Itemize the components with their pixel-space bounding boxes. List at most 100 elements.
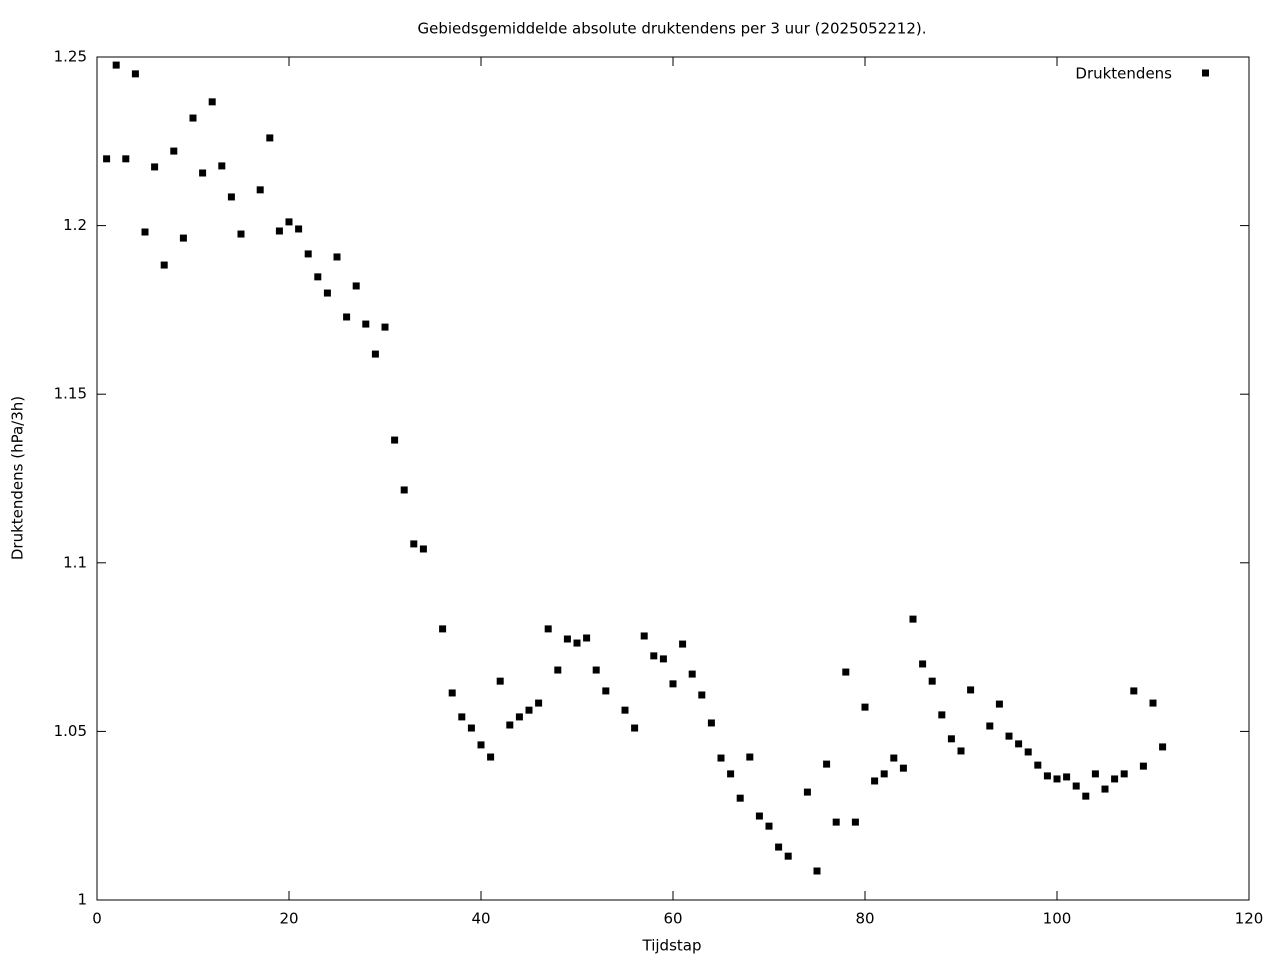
point	[813, 867, 821, 875]
legend-marker	[1202, 69, 1209, 77]
point	[266, 134, 274, 142]
point	[458, 713, 466, 721]
x-tick-label: 60	[663, 910, 682, 928]
y-tick-label: 1.15	[54, 385, 87, 403]
point	[1111, 775, 1119, 783]
point	[746, 753, 754, 761]
point	[717, 754, 725, 762]
point	[832, 818, 840, 826]
point	[1130, 687, 1138, 695]
point	[1149, 699, 1157, 707]
point	[304, 250, 312, 258]
point	[650, 652, 658, 660]
point	[967, 686, 975, 694]
point	[323, 289, 331, 297]
point	[995, 700, 1003, 708]
point	[736, 794, 744, 802]
point	[1015, 740, 1023, 748]
point	[938, 711, 946, 719]
point	[448, 689, 456, 697]
point	[727, 770, 735, 778]
point	[919, 660, 927, 668]
plot-frame	[96, 56, 1250, 901]
point	[899, 764, 907, 772]
point	[1034, 761, 1042, 769]
point	[544, 625, 552, 633]
point	[506, 721, 514, 729]
x-tick-label: 100	[1043, 910, 1072, 928]
point	[131, 70, 139, 78]
point	[419, 545, 427, 553]
point	[410, 540, 418, 548]
point	[400, 486, 408, 494]
y-tick-label: 1.2	[63, 216, 87, 234]
point	[928, 677, 936, 685]
point	[631, 724, 639, 732]
point	[707, 719, 715, 727]
point	[1120, 770, 1128, 778]
point	[592, 666, 600, 674]
point	[439, 625, 447, 633]
point	[314, 273, 322, 281]
point	[218, 162, 226, 170]
x-tick-label: 40	[471, 910, 490, 928]
point	[957, 747, 965, 755]
point	[1053, 775, 1061, 783]
point	[122, 155, 130, 163]
point	[659, 655, 667, 663]
point	[861, 703, 869, 711]
x-tick-label: 0	[92, 910, 102, 928]
point	[256, 186, 264, 194]
point	[352, 282, 360, 290]
chart-title: Gebiedsgemiddelde absolute druktendens p…	[417, 20, 926, 38]
point	[208, 98, 216, 106]
point	[487, 753, 495, 761]
point	[391, 436, 399, 444]
point	[1091, 770, 1099, 778]
y-axis-label: Druktendens (hPa/3h)	[9, 396, 27, 560]
point	[1063, 773, 1071, 781]
point	[554, 666, 562, 674]
point	[698, 691, 706, 699]
point	[477, 741, 485, 749]
point	[909, 615, 917, 623]
point	[1101, 785, 1109, 793]
point	[890, 754, 898, 762]
point	[179, 234, 187, 242]
point	[496, 677, 504, 685]
point	[515, 713, 523, 721]
point	[112, 61, 120, 69]
point	[525, 706, 533, 714]
point	[343, 313, 351, 321]
point	[170, 147, 178, 155]
point	[103, 155, 111, 163]
y-tick-label: 1.1	[63, 553, 87, 571]
point	[227, 193, 235, 201]
point	[1024, 748, 1032, 756]
x-tick-label: 80	[855, 910, 874, 928]
point	[573, 639, 581, 647]
point	[285, 218, 293, 226]
point	[583, 634, 591, 642]
point	[275, 227, 283, 235]
point	[986, 722, 994, 730]
point	[160, 261, 168, 269]
point	[871, 777, 879, 785]
point	[851, 818, 859, 826]
point	[823, 760, 831, 768]
point	[295, 225, 303, 233]
point	[880, 770, 888, 778]
point	[947, 735, 955, 743]
point	[563, 635, 571, 643]
point	[1005, 732, 1013, 740]
legend-label: Druktendens	[1075, 65, 1172, 83]
point	[803, 788, 811, 796]
point	[784, 852, 792, 860]
point	[151, 163, 159, 171]
point	[1072, 782, 1080, 790]
point	[1159, 743, 1167, 751]
point	[1139, 762, 1147, 770]
point	[381, 323, 389, 331]
